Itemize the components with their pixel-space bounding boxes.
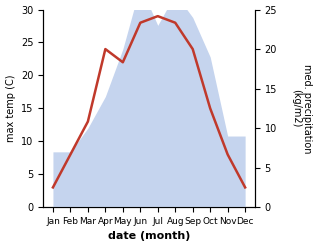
X-axis label: date (month): date (month) bbox=[108, 231, 190, 242]
Y-axis label: max temp (C): max temp (C) bbox=[5, 75, 16, 142]
Y-axis label: med. precipitation
(kg/m2): med. precipitation (kg/m2) bbox=[291, 64, 313, 153]
